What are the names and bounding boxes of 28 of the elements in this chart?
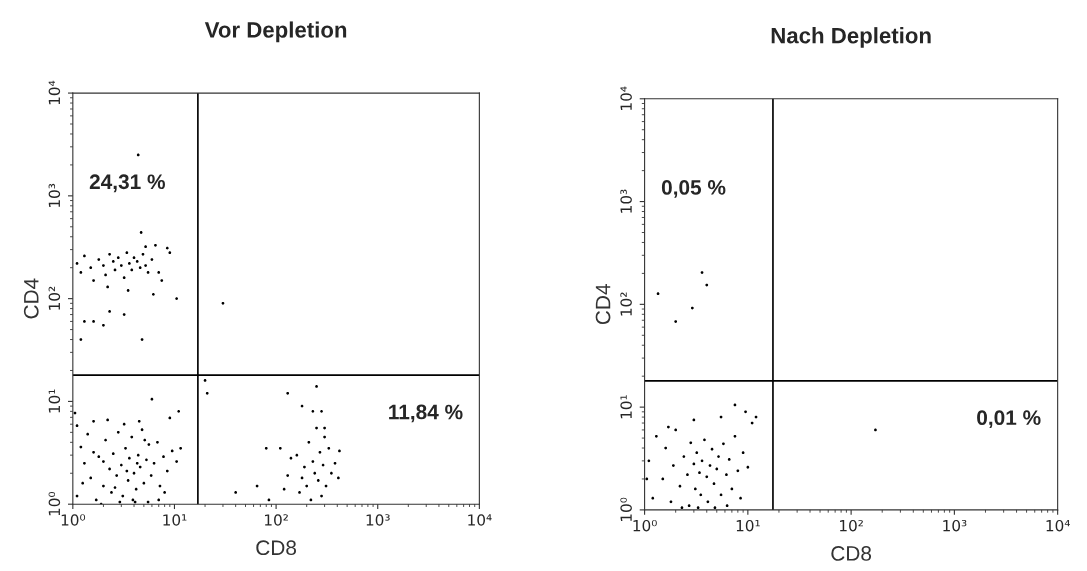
y-tick-label: 10⁴ xyxy=(620,86,632,110)
annotation: 0,05 % xyxy=(661,180,726,198)
y-tick-label: 10³ xyxy=(620,189,632,213)
annotation: 0,01 % xyxy=(977,410,1041,429)
y-tick-label: 10¹ xyxy=(48,389,61,413)
x-tick-label: 10² xyxy=(264,514,288,526)
x-tick-label: 10⁴ xyxy=(468,514,492,526)
x-tick-label: 10³ xyxy=(943,519,967,532)
chart-title: Vor Depletion xyxy=(204,21,347,43)
chart-title: Nach Depletion xyxy=(771,27,931,48)
x-tick-label: 10² xyxy=(840,519,863,532)
y-axis-title: CD4 xyxy=(595,284,611,325)
annotation: 24,31 % xyxy=(89,174,165,193)
x-tick-label: 10⁴ xyxy=(1046,519,1070,532)
y-tick-label: 10² xyxy=(48,286,61,310)
y-tick-label: 10² xyxy=(620,292,632,316)
x-axis-title: CD8 xyxy=(256,540,297,556)
annotation: 11,84 % xyxy=(389,404,463,423)
x-tick-label: 10⁰ xyxy=(61,514,86,526)
x-tick-label: 10⁰ xyxy=(633,519,657,532)
x-tick-label: 10¹ xyxy=(163,514,187,526)
x-tick-label: 10³ xyxy=(366,514,390,526)
y-axis-title: CD4 xyxy=(23,278,39,319)
y-tick-label: 10³ xyxy=(48,183,61,207)
y-tick-label: 10⁴ xyxy=(48,80,61,105)
x-axis-title: CD8 xyxy=(831,546,872,561)
x-tick-label: 10¹ xyxy=(736,519,760,532)
y-tick-label: 10¹ xyxy=(620,395,632,419)
